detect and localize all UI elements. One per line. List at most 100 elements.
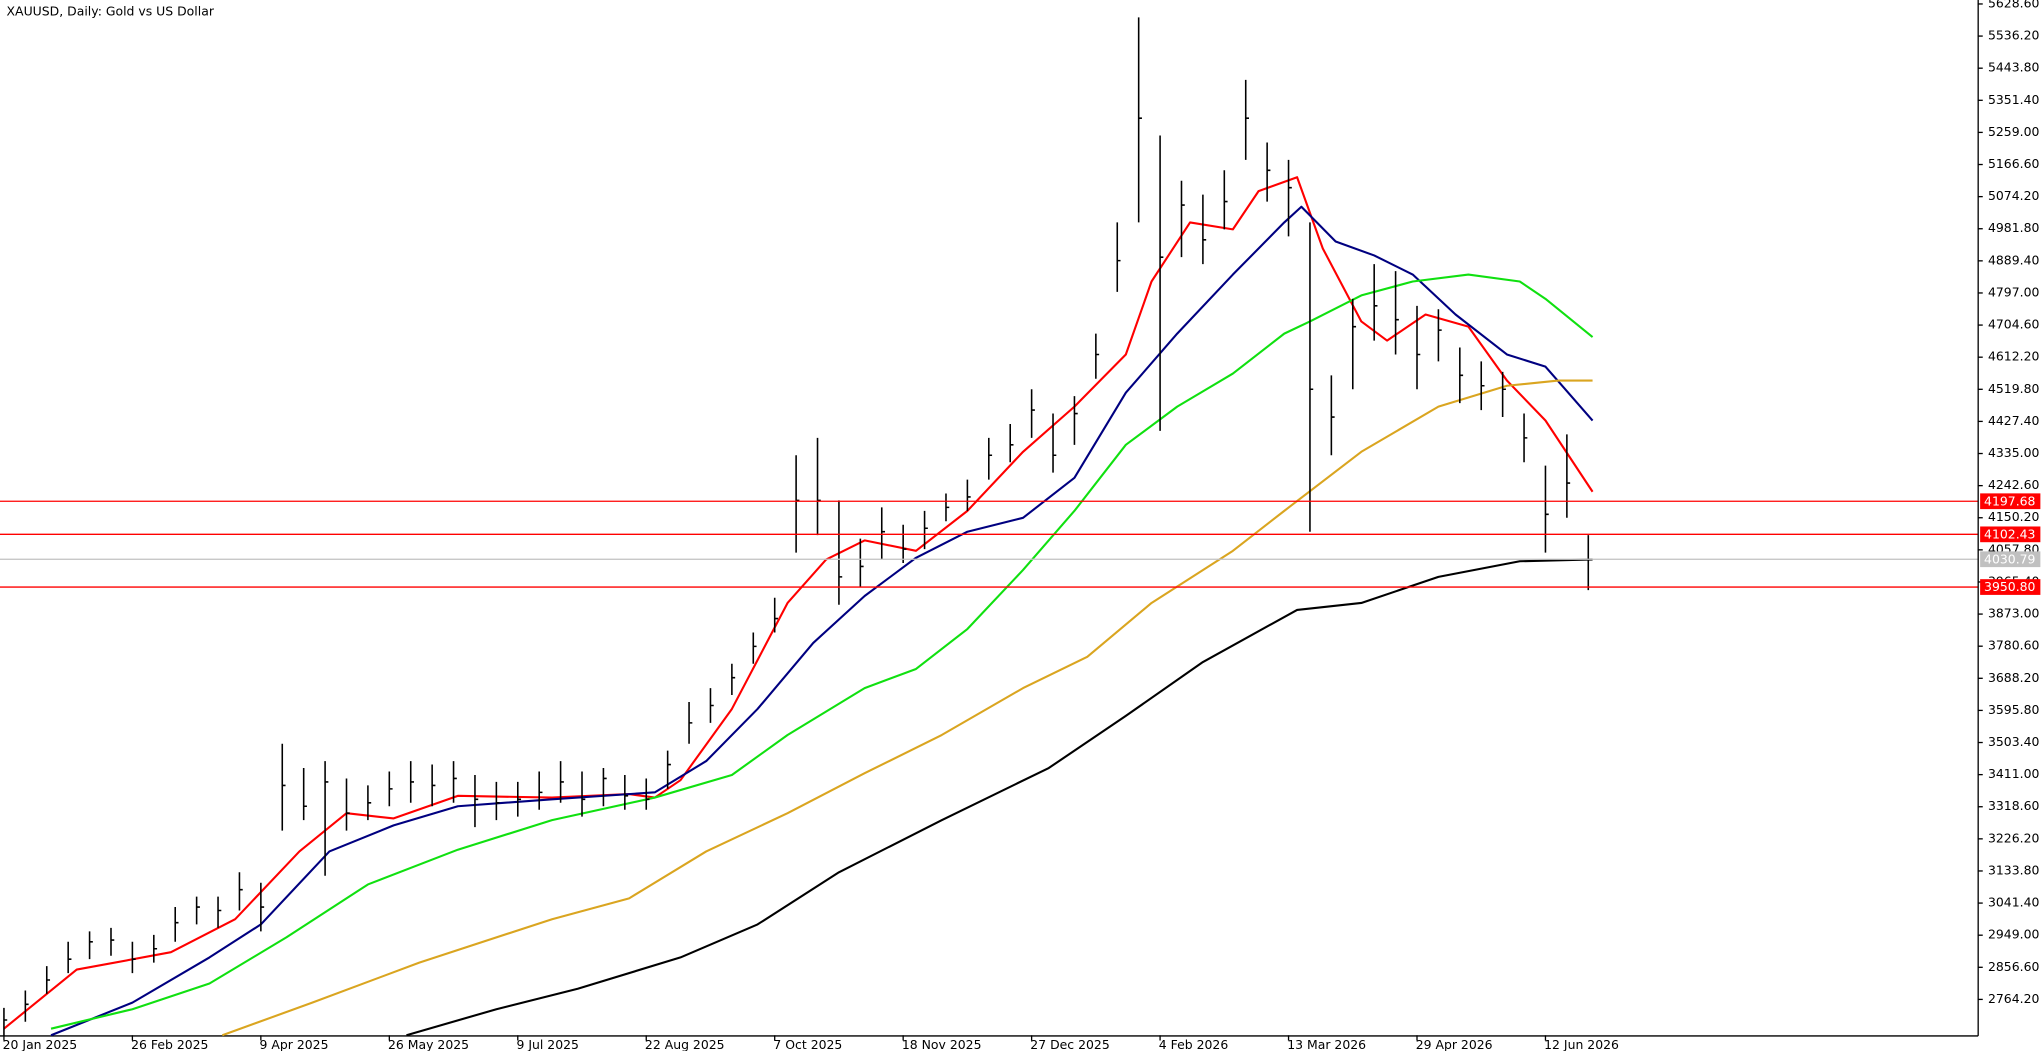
price-bar bbox=[302, 768, 307, 821]
price-bar bbox=[988, 437, 993, 480]
price-line-label: 4197.68 bbox=[1984, 493, 2036, 508]
chart-title: XAUUSD, Daily: Gold vs US Dollar bbox=[7, 3, 215, 18]
price-bar bbox=[752, 632, 757, 664]
price-bar bbox=[688, 701, 693, 744]
price-bar bbox=[1459, 347, 1464, 404]
price-bar bbox=[409, 761, 415, 803]
y-tick-label: 3041.40 bbox=[1988, 895, 2040, 910]
price-bar bbox=[131, 941, 136, 974]
price-bar bbox=[1073, 396, 1078, 445]
price-bar bbox=[666, 750, 671, 789]
price-bar bbox=[1052, 413, 1057, 473]
price-bar bbox=[345, 778, 350, 831]
y-tick-label: 2764.20 bbox=[1988, 991, 2040, 1006]
price-bar bbox=[859, 538, 864, 588]
price-bar bbox=[902, 524, 907, 563]
y-tick-label: 3595.80 bbox=[1988, 702, 2040, 717]
price-bar bbox=[731, 663, 736, 696]
price-bar bbox=[516, 781, 522, 817]
price-bar bbox=[966, 479, 971, 511]
y-tick-label: 4427.40 bbox=[1988, 413, 2040, 428]
price-line-label-box bbox=[1980, 551, 2041, 568]
y-tick-label: 3318.60 bbox=[1988, 798, 2040, 813]
price-bar bbox=[281, 743, 286, 831]
y-tick-label: 2856.60 bbox=[1988, 959, 2040, 974]
price-bar bbox=[1394, 271, 1399, 355]
y-tick-label: 5259.00 bbox=[1988, 124, 2040, 139]
y-tick-label: 2949.00 bbox=[1988, 927, 2040, 942]
price-bar bbox=[880, 507, 886, 560]
moving-average bbox=[221, 379, 1593, 1037]
price-bar bbox=[1116, 222, 1121, 292]
price-bar bbox=[624, 774, 629, 810]
moving-average bbox=[50, 205, 1594, 1037]
y-tick-label: 5443.80 bbox=[1988, 60, 2040, 75]
price-bar bbox=[1159, 135, 1164, 431]
y-tick-label: 5166.60 bbox=[1988, 156, 2040, 171]
price-bar bbox=[217, 896, 222, 928]
price-bar bbox=[238, 872, 243, 911]
price-bar bbox=[88, 931, 93, 960]
price-bar bbox=[1287, 159, 1292, 237]
x-tick-label: 18 Nov 2025 bbox=[902, 1037, 982, 1051]
price-bar bbox=[1095, 333, 1100, 379]
x-tick-label: 12 Jun 2026 bbox=[1544, 1037, 1619, 1051]
price-bar bbox=[3, 1007, 8, 1036]
y-tick-label: 4981.80 bbox=[1988, 220, 2040, 235]
price-bar bbox=[431, 764, 436, 807]
y-tick-label: 3503.40 bbox=[1988, 734, 2040, 749]
x-tick-label: 9 Apr 2025 bbox=[260, 1037, 329, 1051]
x-tick-label: 29 Apr 2026 bbox=[1416, 1037, 1493, 1051]
price-bar bbox=[1009, 423, 1014, 463]
price-bar bbox=[1223, 170, 1228, 230]
price-bar bbox=[538, 771, 543, 810]
y-tick-label: 4889.40 bbox=[1988, 252, 2040, 267]
price-bar bbox=[1330, 375, 1335, 456]
y-tick-label: 3226.20 bbox=[1988, 830, 2040, 845]
price-bar bbox=[923, 510, 928, 550]
price-bar bbox=[45, 966, 51, 994]
price-bar bbox=[1566, 434, 1571, 518]
y-tick-label: 3411.00 bbox=[1988, 766, 2040, 781]
price-bar bbox=[1137, 17, 1142, 223]
price-bar bbox=[174, 907, 179, 942]
price-bar bbox=[1480, 361, 1485, 411]
x-tick-label: 26 Feb 2025 bbox=[131, 1037, 208, 1051]
y-tick-label: 4335.00 bbox=[1988, 445, 2040, 460]
x-tick-label: 4 Feb 2026 bbox=[1159, 1037, 1229, 1051]
price-bar bbox=[1416, 305, 1421, 390]
price-bar bbox=[1544, 465, 1549, 553]
price-line-label-box bbox=[1980, 493, 2041, 510]
y-tick-label: 3873.00 bbox=[1988, 606, 2040, 621]
price-bar bbox=[153, 934, 158, 963]
price-bar bbox=[1266, 142, 1271, 202]
x-tick-label: 22 Aug 2025 bbox=[645, 1037, 725, 1051]
y-tick-label: 4519.80 bbox=[1988, 381, 2040, 396]
price-bar bbox=[388, 771, 393, 807]
x-tick-label: 9 Jul 2025 bbox=[516, 1037, 578, 1051]
price-bar bbox=[1501, 371, 1506, 418]
price-bar bbox=[495, 781, 500, 821]
price-bar bbox=[1373, 264, 1378, 341]
price-bar bbox=[260, 882, 265, 932]
price-bar bbox=[1351, 298, 1357, 390]
y-tick-label: 4797.00 bbox=[1988, 284, 2040, 299]
price-bar bbox=[816, 437, 821, 536]
price-bar bbox=[559, 761, 564, 803]
y-tick-label: 5351.40 bbox=[1988, 92, 2040, 107]
price-bar bbox=[1030, 389, 1035, 438]
price-bar bbox=[110, 927, 115, 956]
y-tick-label: 5628.60 bbox=[1988, 0, 2040, 10]
price-bar bbox=[602, 768, 607, 807]
price-line-label: 3950.80 bbox=[1984, 579, 2036, 594]
y-tick-label: 3133.80 bbox=[1988, 862, 2040, 877]
x-tick-label: 26 May 2025 bbox=[388, 1037, 469, 1051]
price-bar bbox=[367, 785, 372, 821]
price-bar bbox=[24, 990, 29, 1022]
price-line-label-box bbox=[1980, 579, 2041, 595]
price-bar bbox=[1180, 180, 1185, 258]
y-tick-label: 4242.60 bbox=[1988, 477, 2040, 492]
price-line-label-box bbox=[1980, 526, 2041, 543]
